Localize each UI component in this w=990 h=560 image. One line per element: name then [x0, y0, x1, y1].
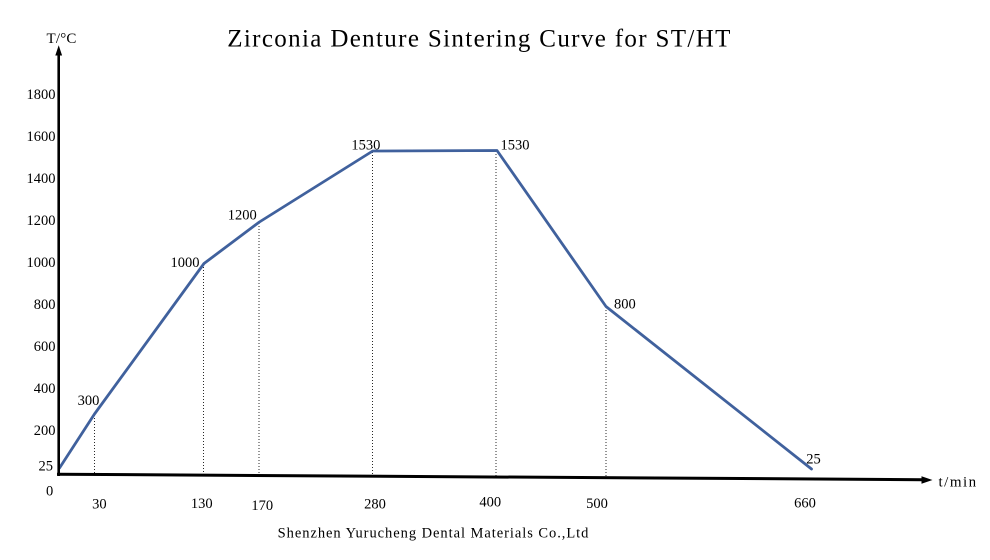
svg-text:30: 30 [92, 496, 107, 512]
svg-text:t/min: t/min [939, 475, 978, 491]
svg-text:660: 660 [794, 496, 816, 512]
svg-text:1530: 1530 [351, 138, 380, 154]
svg-text:170: 170 [251, 498, 273, 514]
svg-text:600: 600 [34, 339, 56, 355]
svg-text:Shenzhen Yurucheng Dental Mate: Shenzhen Yurucheng Dental Materials Co.,… [278, 526, 590, 542]
svg-text:1800: 1800 [27, 87, 56, 103]
svg-text:800: 800 [614, 297, 636, 313]
svg-text:T/°C: T/°C [47, 31, 77, 47]
svg-text:400: 400 [479, 495, 501, 511]
svg-text:1600: 1600 [27, 129, 56, 145]
svg-text:1530: 1530 [501, 137, 530, 153]
svg-text:280: 280 [364, 496, 386, 512]
svg-text:1000: 1000 [27, 255, 56, 271]
svg-text:0: 0 [46, 484, 53, 500]
svg-text:Zirconia Denture Sintering Cur: Zirconia Denture Sintering Curve for ST/… [227, 26, 732, 53]
svg-text:300: 300 [78, 393, 100, 409]
svg-text:400: 400 [34, 381, 56, 397]
svg-text:1200: 1200 [27, 213, 56, 229]
svg-text:25: 25 [806, 452, 821, 468]
svg-text:25: 25 [39, 458, 54, 474]
svg-text:1400: 1400 [27, 171, 56, 187]
svg-text:200: 200 [34, 423, 56, 439]
svg-text:1000: 1000 [171, 255, 200, 271]
svg-text:500: 500 [586, 496, 608, 512]
svg-text:800: 800 [34, 297, 56, 313]
svg-text:130: 130 [191, 496, 213, 512]
svg-text:1200: 1200 [228, 207, 257, 223]
